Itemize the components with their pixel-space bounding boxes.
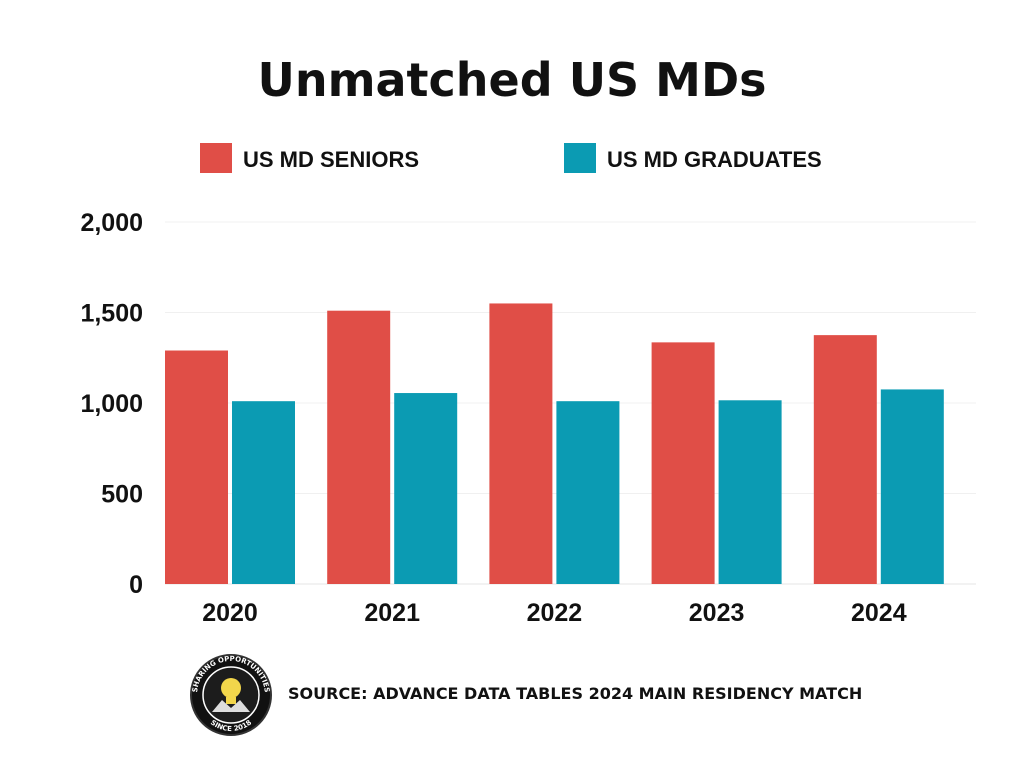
chart-title: Unmatched US MDs — [257, 53, 766, 107]
bar-graduates-2024 — [880, 389, 944, 584]
y-tick-label: 2,000 — [80, 209, 143, 237]
x-tick-label: 2022 — [527, 599, 583, 627]
x-tick-label: 2024 — [851, 599, 907, 627]
legend-label-seniors: US MD SENIORS — [243, 147, 419, 172]
bar-seniors-2021 — [327, 310, 391, 584]
source-logo: SHARING OPPORTUNITIES SINCE 2018 — [190, 654, 272, 736]
y-tick-label: 1,000 — [80, 390, 143, 418]
bar-graduates-2023 — [718, 400, 782, 584]
lightbulb-icon — [212, 678, 250, 712]
y-tick-label: 500 — [101, 481, 143, 509]
legend-label-graduates: US MD GRADUATES — [607, 147, 822, 172]
legend-swatch-seniors — [200, 143, 232, 173]
bar-seniors-2022 — [489, 303, 553, 584]
bar-seniors-2020 — [165, 350, 228, 584]
y-tick-label: 0 — [129, 571, 143, 599]
legend: US MD SENIORS US MD GRADUATES — [200, 143, 822, 173]
bar-graduates-2020 — [232, 401, 295, 584]
bar-graduates-2021 — [394, 393, 458, 584]
y-axis: 0 500 1,000 1,500 2,000 — [80, 209, 143, 599]
bars — [165, 303, 944, 584]
bar-seniors-2024 — [813, 335, 877, 584]
legend-swatch-graduates — [564, 143, 596, 173]
source-text: SOURCE: ADVANCE DATA TABLES 2024 MAIN RE… — [288, 684, 862, 703]
y-tick-label: 1,500 — [80, 300, 143, 328]
bar-seniors-2023 — [651, 342, 715, 584]
x-tick-label: 2020 — [202, 599, 258, 627]
x-tick-label: 2021 — [364, 599, 420, 627]
x-axis: 2020 2021 2022 2023 2024 — [202, 599, 907, 627]
x-tick-label: 2023 — [689, 599, 745, 627]
bar-graduates-2022 — [556, 401, 620, 584]
